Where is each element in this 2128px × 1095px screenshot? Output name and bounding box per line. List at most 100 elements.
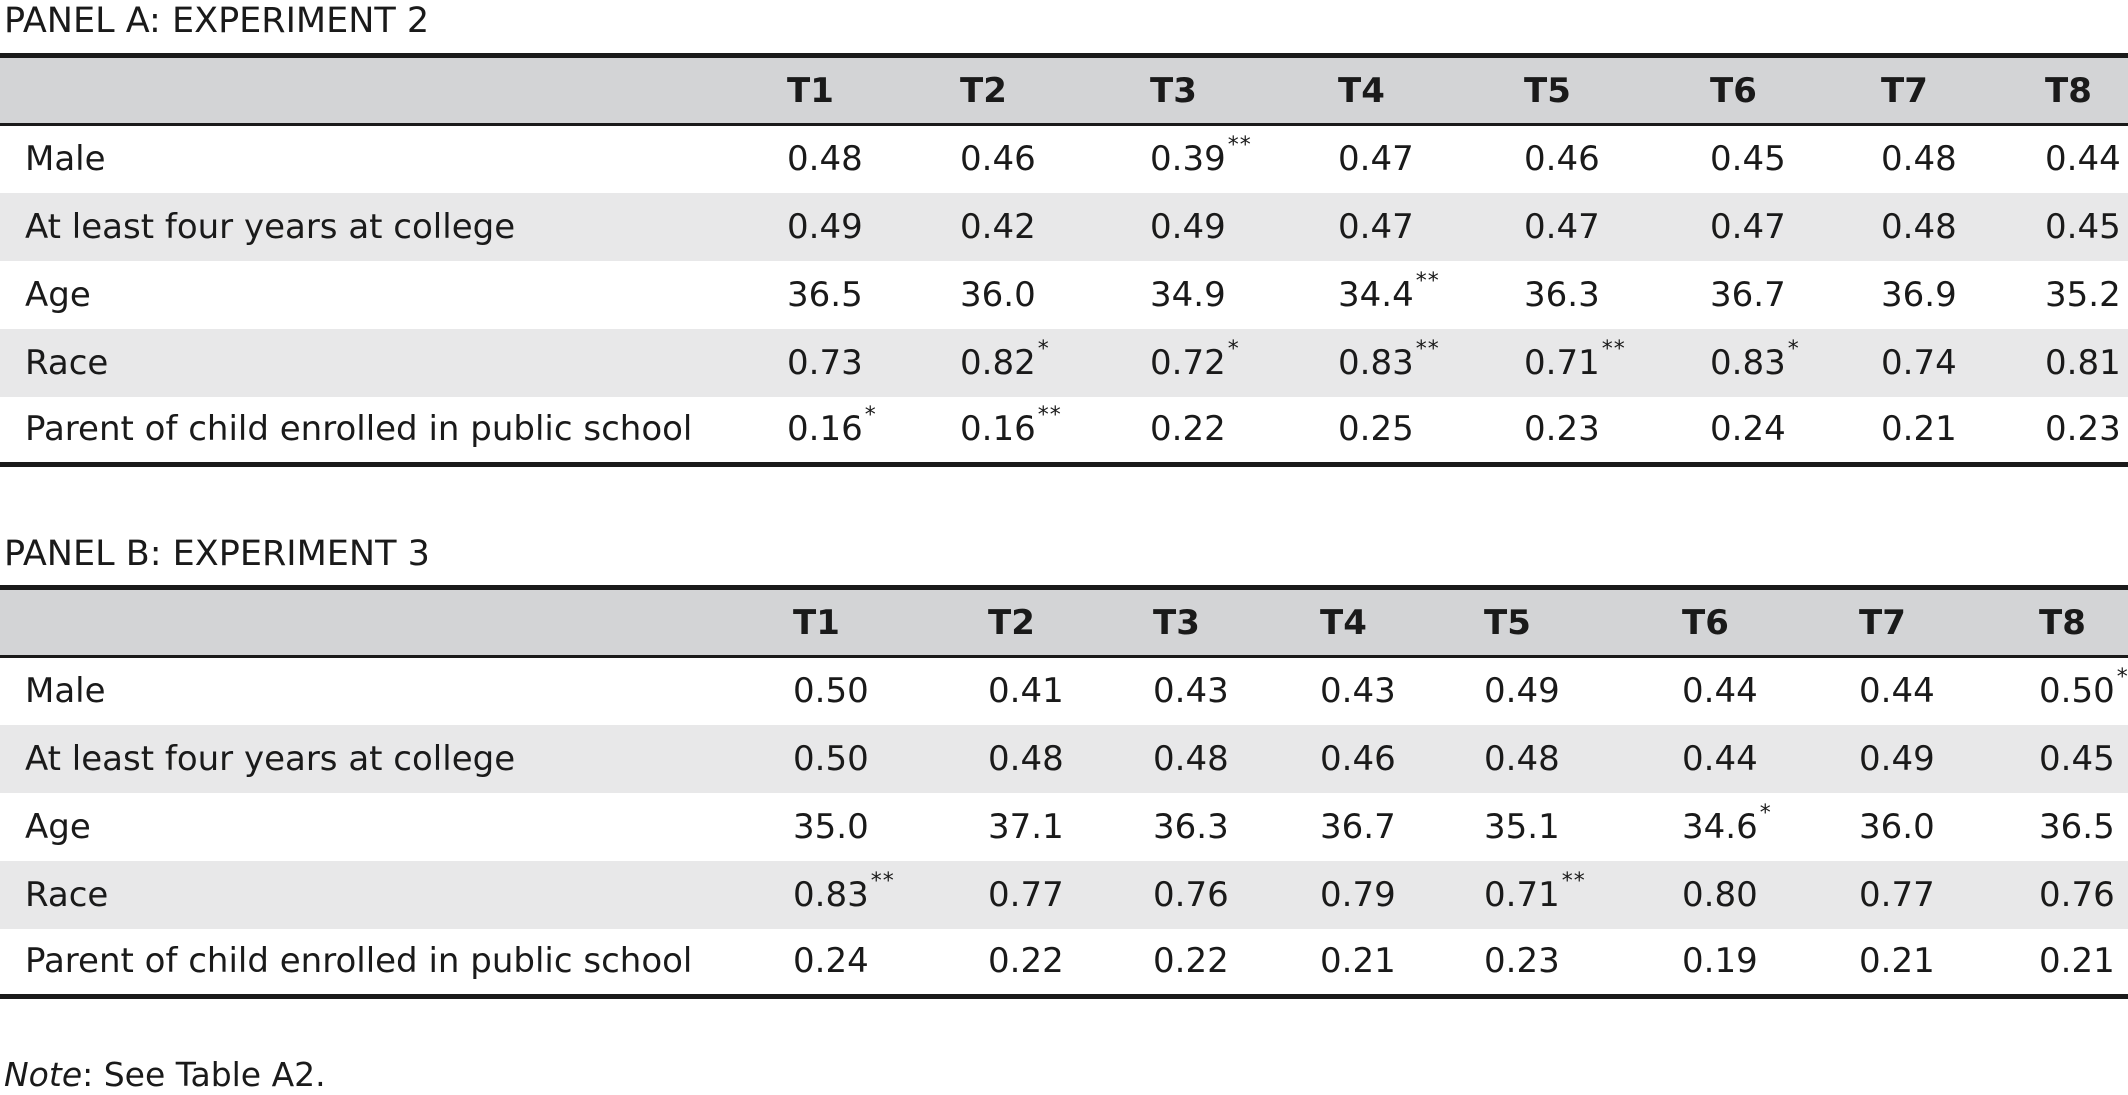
table-cell: 0.21: [2039, 929, 2128, 997]
table-cell: 36.0: [960, 261, 1150, 329]
table-cell: 35.2: [2045, 261, 2128, 329]
table-cell: 0.46: [1524, 125, 1710, 193]
table-row: Race 0.83** 0.77 0.76 0.79 0.71** 0.80 0.77 0.76: [0, 860, 2128, 929]
row-label: Parent of child enrolled in public schoo…: [25, 941, 693, 982]
cell-value: 0.49: [1150, 206, 1226, 247]
cell-value: 0.48: [1881, 206, 1957, 247]
table-cell: 0.43: [1153, 657, 1320, 725]
column-header: T8: [2045, 55, 2128, 126]
table-cell: 0.43: [1320, 657, 1484, 725]
cell-value: 37.1: [988, 806, 1064, 847]
cell-value: 34.6: [1682, 806, 1758, 847]
cell-value: 0.39: [1150, 139, 1226, 180]
cell-value: 0.74: [1881, 342, 1957, 383]
column-header: T5: [1524, 55, 1710, 126]
cell-value: 0.44: [1682, 671, 1758, 712]
column-header: T6: [1710, 55, 1881, 126]
column-header: T5: [1484, 587, 1682, 658]
cell-value: 0.23: [1524, 409, 1600, 450]
table-row: Age 36.5 36.0 34.9 34.4** 36.3 36.7 36.9 35.2: [0, 261, 2128, 329]
table-cell: 0.47: [1710, 193, 1881, 261]
cell-value: 0.22: [1153, 941, 1229, 982]
row-label: Age: [25, 274, 91, 315]
table-cell: 0.76: [2039, 861, 2128, 929]
table-header-row: T1 T2 T3 T4 T5 T6 T7 T8: [0, 55, 2128, 126]
cell-value: 0.76: [2039, 874, 2115, 915]
table-cell: 0.71**: [1484, 861, 1682, 929]
cell-value: 0.76: [1153, 874, 1229, 915]
significance-marker: *: [1037, 336, 1050, 362]
cell-value: 0.44: [1859, 671, 1935, 712]
table-cell: 0.49: [787, 193, 960, 261]
table-row: Parent of child enrolled in public schoo…: [0, 929, 2128, 997]
cell-value: 0.45: [1710, 139, 1786, 180]
cell-value: 0.71: [1524, 342, 1600, 383]
table-cell: 0.81: [2045, 329, 2128, 397]
table-cell: 0.47: [1338, 125, 1524, 193]
cell-value: 0.21: [1881, 409, 1957, 450]
table-cell: 0.49: [1150, 193, 1338, 261]
cell-value: 36.5: [2039, 806, 2115, 847]
table-cell: 35.0: [793, 793, 988, 861]
cell-value: 0.83: [1710, 342, 1786, 383]
table-cell: 0.44: [2045, 125, 2128, 193]
cell-value: 34.9: [1150, 274, 1226, 315]
table-cell: 0.82*: [960, 329, 1150, 397]
cell-value: 0.81: [2045, 342, 2121, 383]
table-cell: 0.47: [1524, 193, 1710, 261]
table-cell: 0.48: [1881, 193, 2045, 261]
significance-marker: **: [1227, 133, 1252, 159]
cell-value: 0.23: [2045, 409, 2121, 450]
table-row: Male 0.50 0.41 0.43 0.43 0.49 0.44 0.44 0.50*: [0, 657, 2128, 725]
cell-value: 0.47: [1524, 206, 1600, 247]
cell-value: 0.83: [1338, 342, 1414, 383]
cell-value: 0.44: [1682, 738, 1758, 779]
table-cell: 0.24: [793, 929, 988, 997]
column-header: T6: [1682, 587, 1859, 658]
cell-value: 0.45: [2039, 738, 2115, 779]
column-header: T7: [1881, 55, 2045, 126]
cell-value: 36.3: [1524, 274, 1600, 315]
table-cell: 0.83**: [793, 861, 988, 929]
cell-value: 0.46: [960, 139, 1036, 180]
table-row: Parent of child enrolled in public schoo…: [0, 397, 2128, 465]
significance-marker: *: [2116, 665, 2128, 691]
significance-marker: **: [1601, 336, 1626, 362]
cell-value: 0.47: [1338, 139, 1414, 180]
table-cell: 36.5: [787, 261, 960, 329]
cell-value: 0.47: [1710, 206, 1786, 247]
cell-value: 0.22: [1150, 409, 1226, 450]
table-header-row: T1 T2 T3 T4 T5 T6 T7 T8: [0, 587, 2128, 658]
row-label: Parent of child enrolled in public schoo…: [25, 409, 693, 450]
table-row: Male 0.48 0.46 0.39** 0.47 0.46 0.45 0.48 0.44: [0, 125, 2128, 193]
table-cell: 36.5: [2039, 793, 2128, 861]
table-cell: 0.47: [1338, 193, 1524, 261]
cell-value: 0.48: [1153, 738, 1229, 779]
cell-value: 0.41: [988, 671, 1064, 712]
cell-value: 0.50: [793, 738, 869, 779]
cell-value: 36.7: [1710, 274, 1786, 315]
cell-value: 34.4: [1338, 274, 1414, 315]
cell-value: 0.16: [787, 409, 863, 450]
table-cell: 0.23: [1484, 929, 1682, 997]
table-cell: 0.23: [2045, 397, 2128, 465]
panel-b-title: PANEL B: EXPERIMENT 3: [4, 534, 430, 574]
cell-value: 0.24: [793, 941, 869, 982]
note-text: : See Table A2.: [82, 1055, 326, 1094]
column-header: T1: [787, 55, 960, 126]
table-cell: 34.4**: [1338, 261, 1524, 329]
cell-value: 35.0: [793, 806, 869, 847]
table-cell: 0.44: [1682, 725, 1859, 793]
cell-value: 0.22: [988, 941, 1064, 982]
table-cell: 0.50: [793, 725, 988, 793]
cell-value: 0.82: [960, 342, 1036, 383]
significance-marker: **: [1037, 403, 1062, 429]
column-header: T2: [960, 55, 1150, 126]
row-label: Race: [25, 874, 109, 915]
panel-b-table: T1 T2 T3 T4 T5 T6 T7 T8 Male 0.50 0.41 0.43 0.43 0.4…: [0, 585, 2128, 999]
table-cell: 0.50*: [2039, 657, 2128, 725]
table-row: Race 0.73 0.82* 0.72* 0.83** 0.71** 0.83* 0.74 0…: [0, 328, 2128, 397]
table-cell: 0.49: [1859, 725, 2039, 793]
significance-marker: *: [1227, 336, 1240, 362]
cell-value: 0.48: [988, 738, 1064, 779]
